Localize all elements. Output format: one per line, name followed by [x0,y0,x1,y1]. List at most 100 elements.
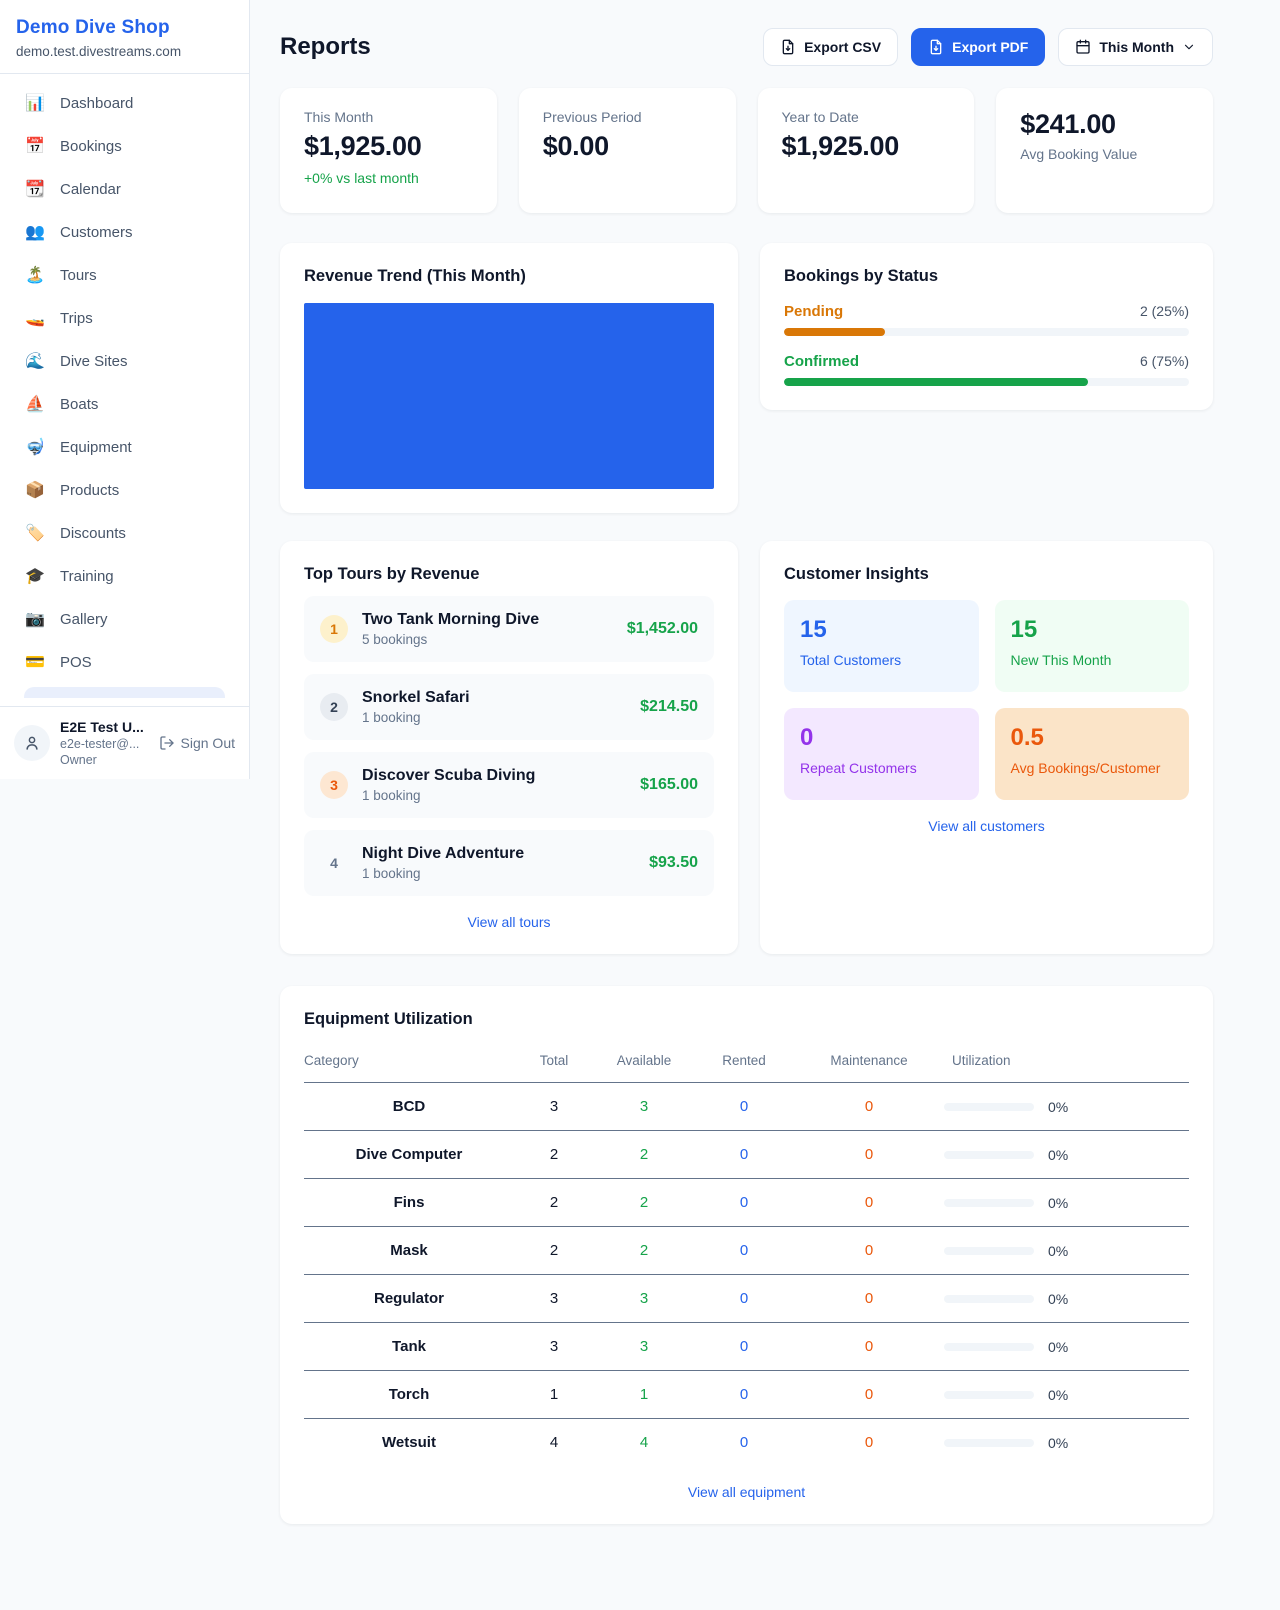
page-header: Reports Export CSV Export PDF This Month [280,28,1213,66]
user-role: Owner [60,753,97,767]
tour-revenue: $1,452.00 [626,620,698,637]
stat-label: Avg Booking Value [1020,146,1138,162]
sidebar-item-label: Boats [60,395,99,413]
revenue-trend-title: Revenue Trend (This Month) [304,267,526,285]
cell-total: 2 [514,1226,594,1275]
cell-available: 2 [594,1178,694,1227]
cell-available: 3 [594,1274,694,1323]
tour-revenue: $214.50 [640,698,698,715]
user-email: e2e-tester@... [60,737,140,751]
cell-rented: 0 [694,1226,794,1275]
stat-value: $241.00 [1020,109,1116,139]
package-icon: 📦 [25,482,45,499]
tour-name: Snorkel Safari [362,689,470,706]
tour-bookings: 1 booking [362,710,421,725]
status-label: Confirmed [784,353,859,370]
cell-rented: 0 [694,1274,794,1323]
cell-category: BCD [304,1082,514,1131]
cell-category: Tank [304,1322,514,1371]
stat-card-avg-booking-value: $241.00 Avg Booking Value [996,88,1213,213]
cell-rented: 0 [694,1082,794,1131]
person-icon [26,736,38,750]
sign-out-icon [159,736,174,750]
sidebar-item-discounts[interactable]: 🏷️ Discounts [12,515,237,551]
col-header-category: Category [304,1043,514,1083]
view-all-customers-link[interactable]: View all customers [928,818,1045,834]
tile-repeat-customers: 0 Repeat Customers [784,708,979,800]
speedboat-icon: 🚤 [25,310,45,327]
cell-category: Torch [304,1370,514,1419]
cell-maintenance: 0 [794,1274,944,1323]
status-count: 6 (75%) [1139,353,1189,369]
sign-out-button[interactable]: Sign Out [159,735,235,751]
cell-category: Fins [304,1178,514,1227]
sidebar-item-tours[interactable]: 🏝️ Tours [12,257,237,293]
sidebar-item-dashboard[interactable]: 📊 Dashboard [12,85,237,121]
sidebar-item-trips[interactable]: 🚤 Trips [12,300,237,336]
sailboat-icon: ⛵ [25,396,45,413]
tile-value: 15 [1010,616,1038,643]
sidebar-item-label: Dive Sites [60,352,128,370]
wave-icon: 🌊 [25,353,45,370]
cell-available: 2 [594,1130,694,1179]
tour-row: 4 Night Dive Adventure 1 booking $93.50 [304,830,714,896]
sidebar-item-calendar[interactable]: 📆 Calendar [12,171,237,207]
sidebar-item-label: Bookings [60,137,122,155]
sidebar-item-bookings[interactable]: 📅 Bookings [12,128,237,164]
cell-category: Wetsuit [382,1434,436,1451]
sidebar-item-training[interactable]: 🎓 Training [12,558,237,594]
stat-label: Previous Period [542,109,642,125]
view-all-tours-link[interactable]: View all tours [467,914,551,930]
status-row-pending: Pending 2 (25%) [784,303,1189,336]
period-select[interactable]: This Month [1058,28,1213,66]
file-download-icon [782,39,794,55]
top-tours-title: Top Tours by Revenue [304,565,480,583]
cell-total: 3 [514,1322,594,1371]
cell-maintenance: 0 [794,1130,944,1179]
calendar-date-icon: 📅 [25,138,45,155]
sidebar-item-products[interactable]: 📦 Products [12,472,237,508]
utilization-track [944,1390,1034,1399]
sidebar-item-pos[interactable]: 💳 POS [12,644,237,680]
sidebar-item-boats[interactable]: ⛵ Boats [12,386,237,422]
sidebar-item-label: Trips [60,309,93,327]
sidebar-item-label: Dashboard [60,94,134,112]
utilization-percent: 0% [1048,1146,1069,1163]
rank-badge: 4 [330,855,338,871]
utilization-track [944,1294,1034,1303]
sidebar-item-reports-partial[interactable] [24,687,225,698]
graduation-cap-icon: 🎓 [25,568,45,585]
tile-total-customers: 15 Total Customers [784,600,979,692]
progress-fill [784,328,886,336]
chevron-down-icon [1184,44,1194,50]
cell-total: 2 [514,1178,594,1227]
status-label: Pending [784,303,844,320]
sidebar-item-equipment[interactable]: 🤿 Equipment [12,429,237,465]
export-pdf-button[interactable]: Export PDF [911,28,1046,66]
export-csv-button[interactable]: Export CSV [763,28,899,66]
shop-name: Demo Dive Shop [16,17,170,38]
cell-maintenance: 0 [794,1082,944,1131]
sidebar-item-label: Gallery [60,610,108,628]
cell-total: 3 [514,1082,594,1131]
stat-card-year-to-date: Year to Date $1,925.00 [757,88,975,213]
tile-avg-bookings: 0.5 Avg Bookings/Customer [994,708,1189,800]
tour-name: Night Dive Adventure [362,845,525,862]
equipment-table: Category Total Available Rented Maintena… [304,1043,1189,1466]
sidebar-item-dive-sites[interactable]: 🌊 Dive Sites [12,343,237,379]
sidebar-item-customers[interactable]: 👥 Customers [12,214,237,250]
brand-header: Demo Dive Shop demo.test.divestreams.com [0,0,249,74]
cell-rented: 0 [694,1178,794,1227]
view-all-equipment-link[interactable]: View all equipment [687,1484,806,1500]
sidebar-item-label: Tours [60,266,97,284]
sidebar-item-label: Equipment [60,438,132,456]
sidebar-item-gallery[interactable]: 📷 Gallery [12,601,237,637]
cell-available: 1 [594,1370,694,1419]
stat-card-this-month: This Month $1,925.00 +0% vs last month [280,88,497,213]
tag-icon: 🏷️ [25,525,45,542]
table-row: Wetsuit 4 4 0 0 0% [304,1419,1189,1467]
cell-available: 2 [594,1226,694,1275]
main-content: Reports Export CSV Export PDF This Month… [250,0,1233,1564]
tour-row: 3 Discover Scuba Diving 1 booking $165.0… [304,752,714,818]
tour-name: Discover Scuba Diving [362,767,536,784]
